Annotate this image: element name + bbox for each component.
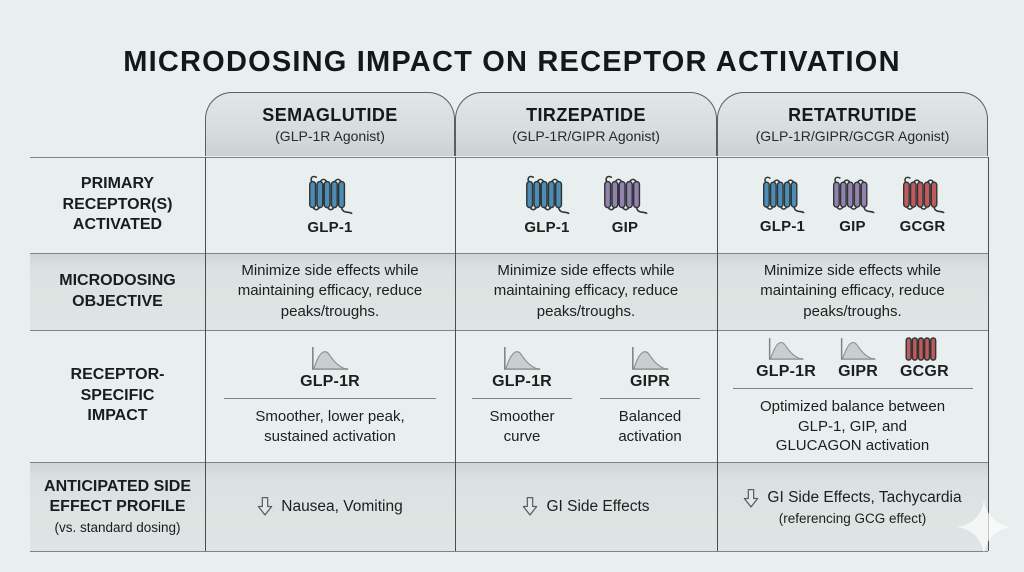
divider [732, 387, 973, 389]
row-label-receptor-specific-impact: RECEPTOR-SPECIFIC IMPACT [30, 330, 205, 462]
cell-objective-semaglutide: Minimize side effects while maintaining … [205, 253, 455, 330]
impact-receptor-label: GLP-1R [300, 373, 360, 391]
receptor-glp1: GLP-1 [304, 175, 356, 236]
row-label-primary-receptors: PRIMARY RECEPTOR(S) ACTIVATED [30, 157, 205, 253]
side-effect-text: GI Side Effects, Tachycardia [767, 489, 962, 506]
row-divider [30, 462, 988, 463]
receptor-label: GLP-1 [307, 218, 353, 236]
impact-sub-gcgr: GCGR [900, 336, 949, 381]
cell-receptors-retatrutide: GLP-1 GIP [717, 157, 988, 253]
activation-curve-icon [840, 337, 876, 360]
activation-curve-icon [504, 347, 541, 370]
impact-note: Smoother curve [489, 408, 555, 445]
impact-sub-gipr: GIPR [838, 336, 878, 381]
cell-side-effects-tirzepatide: GI Side Effects [455, 462, 717, 551]
divider [472, 398, 572, 400]
row-divider [30, 253, 988, 254]
cell-objective-retatrutide: Minimize side effects while maintaining … [717, 253, 988, 330]
column-subtitle: (GLP-1R/GIPR/GCGR Agonist) [755, 127, 950, 144]
row-divider [30, 330, 988, 331]
divider [224, 398, 436, 400]
row-label-side-effect-profile: ANTICIPATED SIDE EFFECT PROFILE (vs. sta… [30, 462, 205, 551]
row-label-microdosing-objective: MICRODOSING OBJECTIVE [30, 253, 205, 330]
gpcr-receptor-icon [526, 175, 570, 214]
cell-impact-semaglutide: GLP-1R Smoother, lower peak, sustained a… [205, 330, 455, 462]
column-subtitle: (GLP-1R/GIPR Agonist) [512, 127, 660, 144]
impact-note-line: Optimized balance between [759, 397, 946, 415]
receptor-gcgr: GCGR [898, 176, 948, 235]
impact-sub-gipr: GIPR Balanced activation [600, 345, 700, 447]
gpcr-receptor-icon [832, 176, 874, 213]
row-shading-side-effects [30, 462, 988, 551]
gpcr-receptor-icon [762, 176, 804, 213]
sparkle-icon [957, 500, 1011, 554]
table-right-border [988, 157, 989, 551]
column-subtitle: (GLP-1R Agonist) [275, 127, 385, 144]
impact-note: Smoother, lower peak, sustained activati… [255, 408, 405, 445]
cell-objective-tirzepatide: Minimize side effects while maintaining … [455, 253, 717, 330]
cell-side-effects-semaglutide: Nausea, Vomiting [205, 462, 455, 551]
gpcr-receptor-icon [905, 337, 937, 361]
decrease-arrow-icon [257, 496, 273, 516]
impact-receptor-label: GLP-1R [492, 373, 552, 391]
receptor-glp1: GLP-1 [758, 176, 808, 235]
column-header-retatrutide: RETATRUTIDE (GLP-1R/GIPR/GCGR Agonist) [717, 92, 988, 156]
cell-receptors-tirzepatide: GLP-1 GIP [455, 157, 717, 253]
receptor-gip: GIP [828, 176, 878, 235]
page-title: MICRODOSING IMPACT ON RECEPTOR ACTIVATIO… [123, 46, 901, 79]
receptor-label: GIP [611, 218, 639, 236]
impact-sub-glp1r: GLP-1R Smoother curve [472, 345, 572, 447]
cell-side-effects-retatrutide: GI Side Effects, Tachycardia (referencin… [717, 462, 988, 551]
row-label-text: ANTICIPATED SIDE EFFECT PROFILE [44, 477, 191, 516]
column-divider [455, 157, 456, 551]
gpcr-receptor-icon [309, 175, 353, 214]
objective-text: Minimize side effects while maintaining … [760, 262, 945, 320]
row-label-text: PRIMARY RECEPTOR(S) ACTIVATED [62, 175, 173, 234]
objective-text: Minimize side effects while maintaining … [237, 262, 423, 320]
receptor-label: GLP-1 [524, 218, 570, 236]
column-divider [205, 157, 206, 551]
objective-text: Minimize side effects while maintaining … [493, 262, 679, 320]
impact-note-line: GLUCAGON activation [775, 437, 930, 455]
activation-curve-icon [632, 347, 669, 370]
cell-impact-tirzepatide: GLP-1R Smoother curve GIPR Balanced acti… [455, 330, 717, 462]
column-title: SEMAGLUTIDE [262, 105, 398, 126]
column-title: TIRZEPATIDE [526, 105, 646, 126]
column-title: RETATRUTIDE [788, 105, 917, 126]
impact-receptor-label: GCGR [900, 362, 949, 380]
activation-curve-icon [312, 347, 349, 370]
side-effect-subtext: (referencing GCG effect) [778, 510, 927, 526]
column-header-semaglutide: SEMAGLUTIDE (GLP-1R Agonist) [205, 92, 455, 156]
gpcr-receptor-icon [902, 176, 944, 213]
row-divider [30, 157, 988, 158]
impact-sub-glp1r: GLP-1R [756, 336, 816, 381]
row-sublabel-text: (vs. standard dosing) [54, 519, 181, 535]
cell-impact-retatrutide: GLP-1R GIPR [717, 330, 988, 462]
activation-curve-icon [769, 337, 804, 360]
row-shading-objective [30, 253, 988, 330]
column-divider [717, 157, 718, 551]
impact-receptor-label: GIPR [630, 373, 670, 391]
decrease-arrow-icon [523, 496, 538, 516]
receptor-glp1: GLP-1 [521, 175, 573, 236]
receptor-label: GIP [839, 217, 866, 235]
column-header-tirzepatide: TIRZEPATIDE (GLP-1R/GIPR Agonist) [455, 92, 717, 156]
gpcr-receptor-icon [604, 175, 648, 214]
table-bottom-border [30, 551, 988, 552]
receptor-label: GLP-1 [759, 217, 806, 235]
receptor-label: GCGR [899, 217, 946, 235]
impact-receptor-label: GLP-1R [756, 362, 817, 380]
impact-note: Balanced activation [618, 408, 682, 445]
row-label-text: RECEPTOR-SPECIFIC IMPACT [70, 366, 165, 425]
row-label-text: MICRODOSING OBJECTIVE [59, 272, 176, 310]
side-effect-text: GI Side Effects [546, 497, 650, 515]
impact-receptor-label: GIPR [838, 362, 878, 380]
receptor-gip: GIP [599, 175, 651, 236]
side-effect-text: Nausea, Vomiting [281, 497, 403, 515]
cell-receptors-semaglutide: GLP-1 [205, 157, 455, 253]
divider [600, 398, 700, 400]
impact-note-line: GLP-1, GIP, and [798, 417, 907, 435]
decrease-arrow-icon [744, 488, 759, 508]
